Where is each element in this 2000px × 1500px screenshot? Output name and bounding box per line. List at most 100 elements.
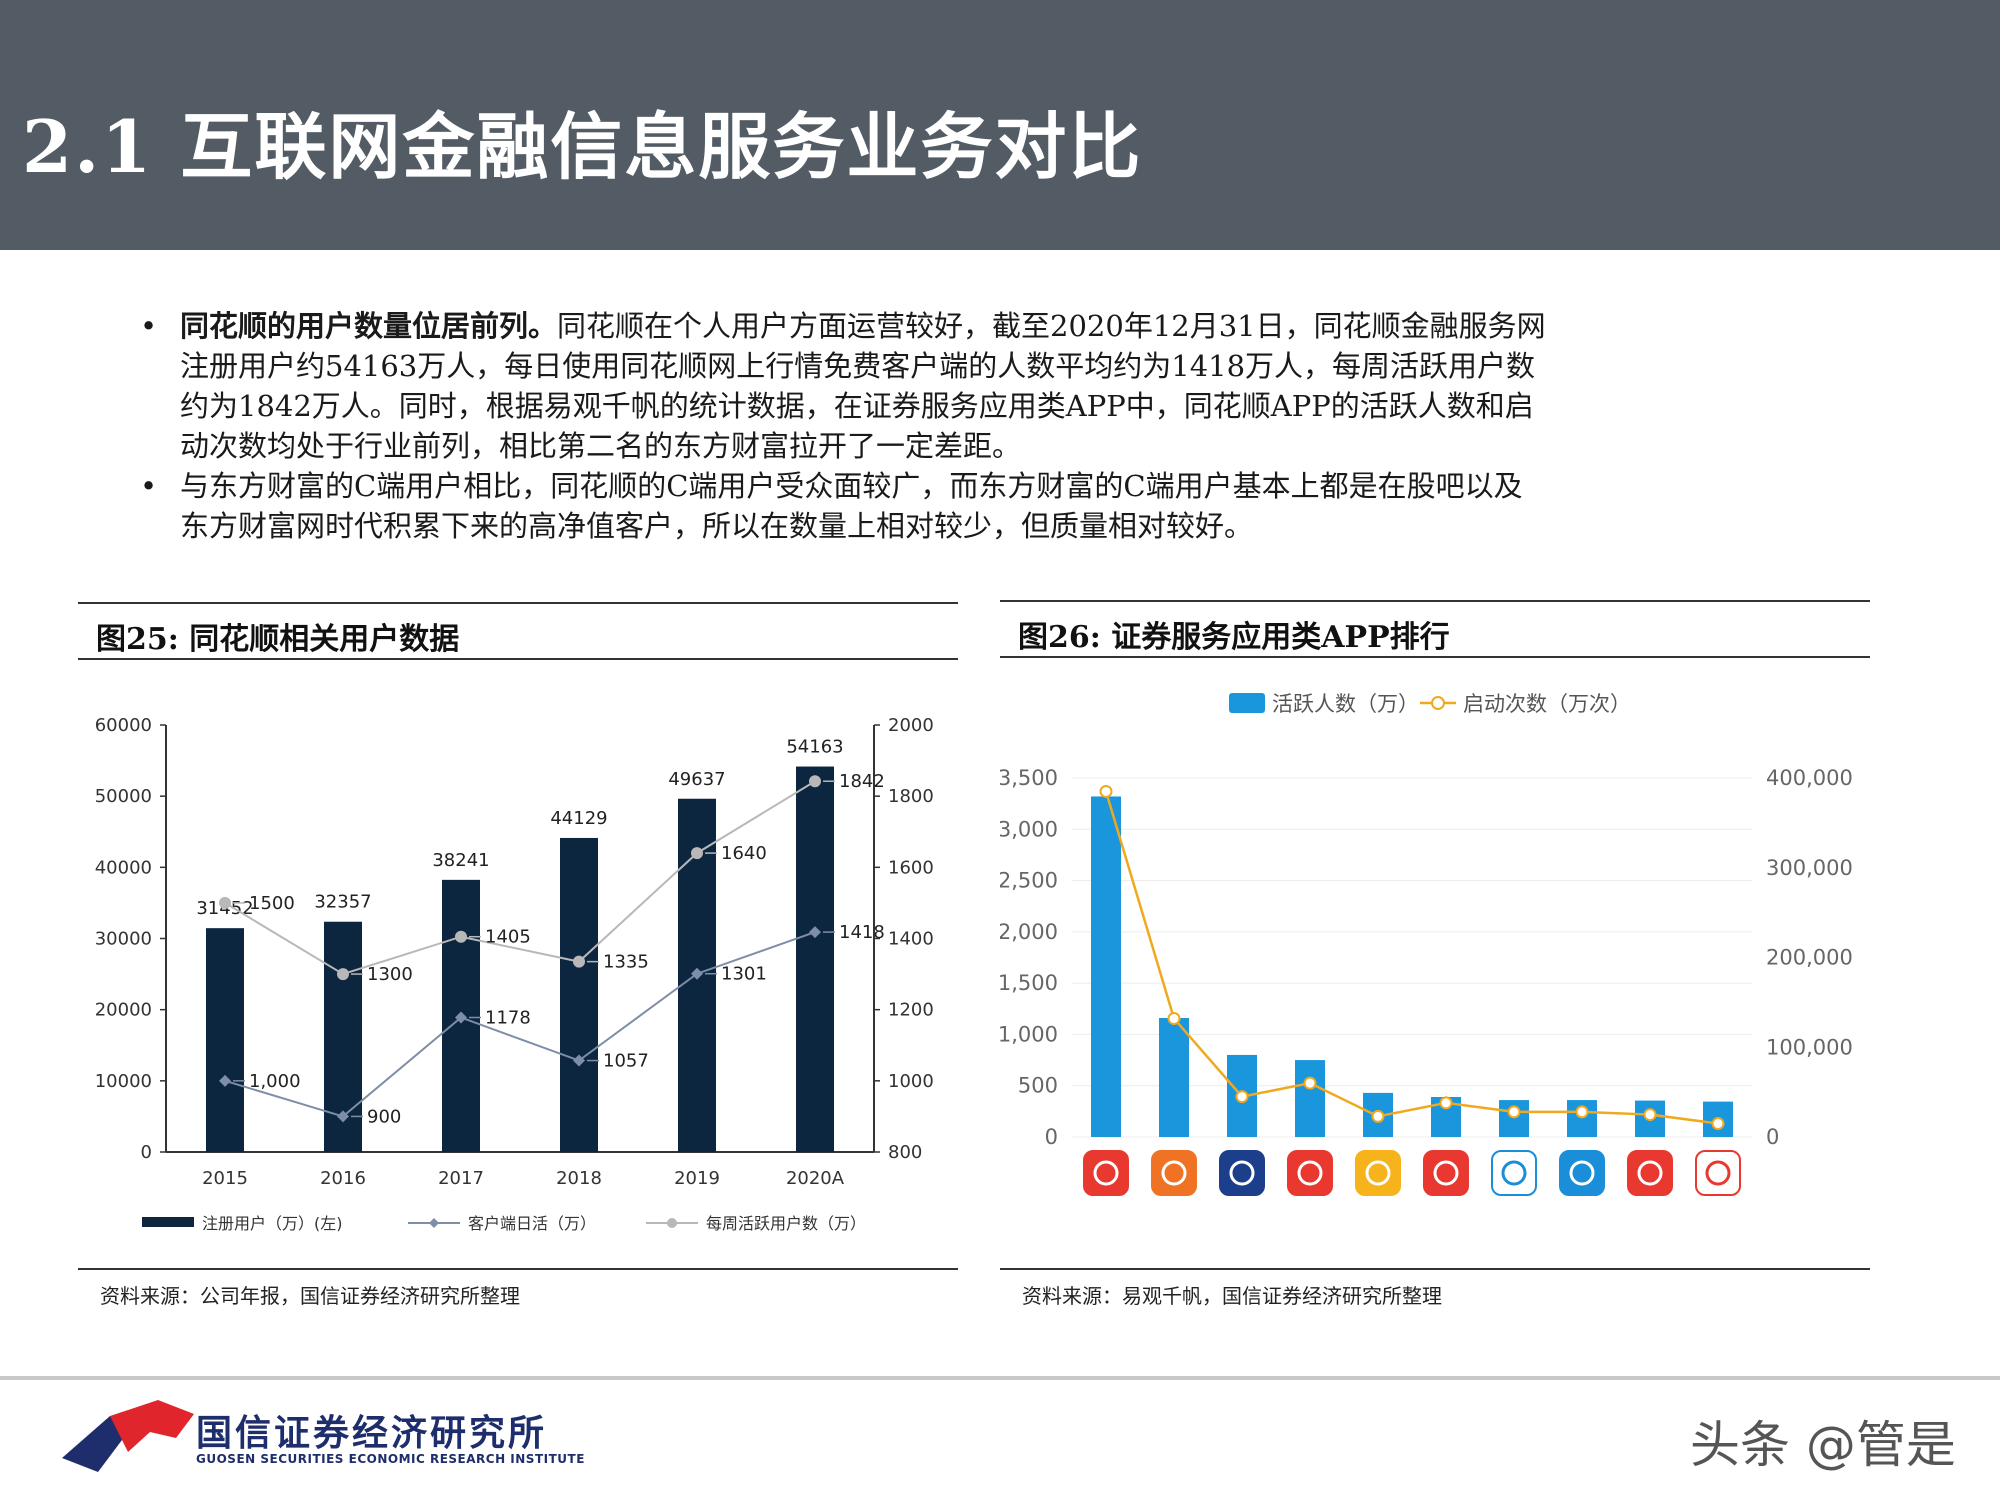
- guotaijunan-app-glyph-icon: [1501, 1160, 1527, 1186]
- bullet-2-line-2: 东方财富网时代积累下来的高净值客户，所以在数量上相对较少，但质量相对较好。: [180, 509, 1254, 543]
- zhangle-app-icon: [1287, 1150, 1333, 1196]
- bar-active-涨乐财富通: [1295, 1060, 1325, 1137]
- left-tick-label: 3,500: [1000, 766, 1058, 790]
- bullet-1-line-4: 动次数均处于行业前列，相比第二名的东方财富拉开了一定差距。: [180, 429, 1022, 463]
- dazhihui-app-glyph-icon: [1229, 1160, 1255, 1186]
- bar-value-label: 54163: [786, 737, 843, 758]
- right-tick-label: 300,000: [1766, 856, 1853, 880]
- label-daily: 1178: [485, 1007, 531, 1028]
- legend-label-launches: 启动次数（万次）: [1463, 692, 1631, 716]
- label-daily: 900: [367, 1106, 401, 1127]
- bar-value-label: 49637: [668, 769, 725, 790]
- point-launches: [1167, 1012, 1181, 1026]
- zhongxin-app-icon: [1695, 1150, 1741, 1196]
- legend-marker-launches: [1431, 696, 1445, 710]
- bullet-1-line-2: 注册用户约54163万人，每日使用同花顺网上行情免费客户端的人数平均约为1418…: [180, 349, 1536, 383]
- left-tick-label: 1,500: [1000, 971, 1058, 995]
- point-launches: [1439, 1096, 1453, 1110]
- left-tick-label: 10000: [95, 1071, 152, 1092]
- x-tick-label: 2015: [202, 1168, 248, 1189]
- footer-divider: [0, 1376, 2000, 1380]
- guangfa-app-glyph-icon: [1569, 1160, 1595, 1186]
- bar-active-东方财富: [1159, 1018, 1189, 1137]
- fig25-title-rule: [78, 658, 958, 660]
- right-tick-label: 100,000: [1766, 1035, 1853, 1059]
- left-tick-label: 2,000: [1000, 920, 1058, 944]
- zhongxin-app-glyph-icon: [1705, 1160, 1731, 1186]
- bullet-1-bold: 同花顺的用户数量位居前列。: [180, 309, 558, 343]
- point-daily: [691, 967, 703, 980]
- fig26-chart: 0 500 1,000 1,500 2,000 2,500 3,000 3,500 0 100,0…: [1000, 692, 1853, 1196]
- legend-label-daily: 客户端日活（万）: [468, 1214, 596, 1233]
- line-launches: [1104, 791, 1719, 1125]
- point-weekly: [455, 930, 467, 943]
- right-tick-label: 1800: [888, 786, 934, 807]
- company-name-en: GUOSEN SECURITIES ECONOMIC RESEARCH INST…: [196, 1452, 585, 1466]
- right-tick-label: 1200: [888, 1000, 934, 1021]
- x-tick-label: 2019: [674, 1168, 720, 1189]
- right-tick-label: 1000: [888, 1071, 934, 1092]
- tonghuashun-app-glyph-icon: [1093, 1160, 1119, 1186]
- pingan-app-glyph-icon: [1433, 1160, 1459, 1186]
- page-title: 2.1 互联网金融信息服务业务对比: [22, 104, 1143, 189]
- line-weekly: [224, 780, 816, 976]
- legend-label-active: 活跃人数（万）: [1272, 692, 1419, 716]
- legend-label-registered: 注册用户（万）(左): [202, 1214, 343, 1233]
- left-tick-label: 50000: [95, 786, 152, 807]
- point-daily: [219, 1074, 231, 1087]
- bullet-1: • 同花顺的用户数量位居前列。同花顺在个人用户方面运营较好，截至2020年12月…: [140, 306, 1740, 466]
- label-weekly: 1300: [367, 964, 413, 985]
- point-launches: [1507, 1105, 1521, 1119]
- fig25-chart: 0 10000 20000 30000 40000 50000 60000 800 1000 12…: [95, 715, 934, 1233]
- pingan-app-icon: [1423, 1150, 1469, 1196]
- point-launches: [1371, 1109, 1385, 1123]
- left-tick-label: 1,000: [1000, 1022, 1058, 1046]
- fig25-source: 资料来源：公司年报，国信证券经济研究所整理: [100, 1284, 520, 1308]
- guangfa-app-icon: [1559, 1150, 1605, 1196]
- x-tick-label: 2017: [438, 1168, 484, 1189]
- huatai-app-icon: [1627, 1150, 1673, 1196]
- watermark: 头条 @管是: [1690, 1416, 1956, 1474]
- point-launches: [1575, 1105, 1589, 1119]
- company-name-cn: 国信证券经济研究所: [196, 1413, 548, 1454]
- eastmoney-app-icon: [1151, 1150, 1197, 1196]
- label-daily: 1301: [721, 964, 767, 985]
- point-weekly: [219, 896, 231, 909]
- point-daily: [337, 1110, 349, 1123]
- x-tick-label: 2020A: [786, 1168, 845, 1189]
- right-tick-label: 1600: [888, 857, 934, 878]
- point-daily: [809, 926, 821, 939]
- legend-marker-daily: [429, 1218, 439, 1228]
- point-launches: [1711, 1117, 1725, 1131]
- fig25-title: 图25: 同花顺相关用户数据: [96, 622, 460, 657]
- label-daily: 1,000: [249, 1071, 301, 1092]
- label-weekly: 1640: [721, 843, 767, 864]
- tonghuashun-app-icon: [1083, 1150, 1129, 1196]
- fig26-bottom-rule: [1000, 1268, 1870, 1270]
- dazhihui-app-icon: [1219, 1150, 1265, 1196]
- huatai-app-glyph-icon: [1637, 1160, 1663, 1186]
- bar-value-label: 44129: [550, 808, 607, 829]
- fig26-source: 资料来源：易观千帆，国信证券经济研究所整理: [1022, 1284, 1442, 1308]
- x-tick-label: 2016: [320, 1168, 366, 1189]
- right-tick-label: 2000: [888, 715, 934, 736]
- eastmoney-app-glyph-icon: [1161, 1160, 1187, 1186]
- label-weekly: 1335: [603, 952, 649, 973]
- bar-registered-2015: [206, 928, 244, 1152]
- label-daily: 1418: [839, 922, 885, 943]
- point-launches: [1303, 1076, 1317, 1090]
- point-launches: [1099, 784, 1113, 798]
- yimeng-app-icon: [1355, 1150, 1401, 1196]
- bullet-1-line-3: 约为1842万人。同时，根据易观千帆的统计数据，在证券服务应用类APP中，同花顺…: [180, 389, 1534, 423]
- left-tick-label: 20000: [95, 1000, 152, 1021]
- left-tick-label: 0: [141, 1142, 152, 1163]
- left-tick-label: 0: [1045, 1125, 1058, 1149]
- guosen-logo-icon: [62, 1400, 194, 1472]
- line-daily: [224, 931, 816, 1118]
- bullet-list: • 同花顺的用户数量位居前列。同花顺在个人用户方面运营较好，截至2020年12月…: [140, 306, 1740, 546]
- yimeng-app-glyph-icon: [1365, 1160, 1391, 1186]
- guotaijunan-app-icon: [1491, 1150, 1537, 1196]
- bar-registered-2018: [560, 837, 598, 1152]
- label-weekly: 1500: [249, 893, 295, 914]
- label-weekly: 1405: [485, 927, 531, 948]
